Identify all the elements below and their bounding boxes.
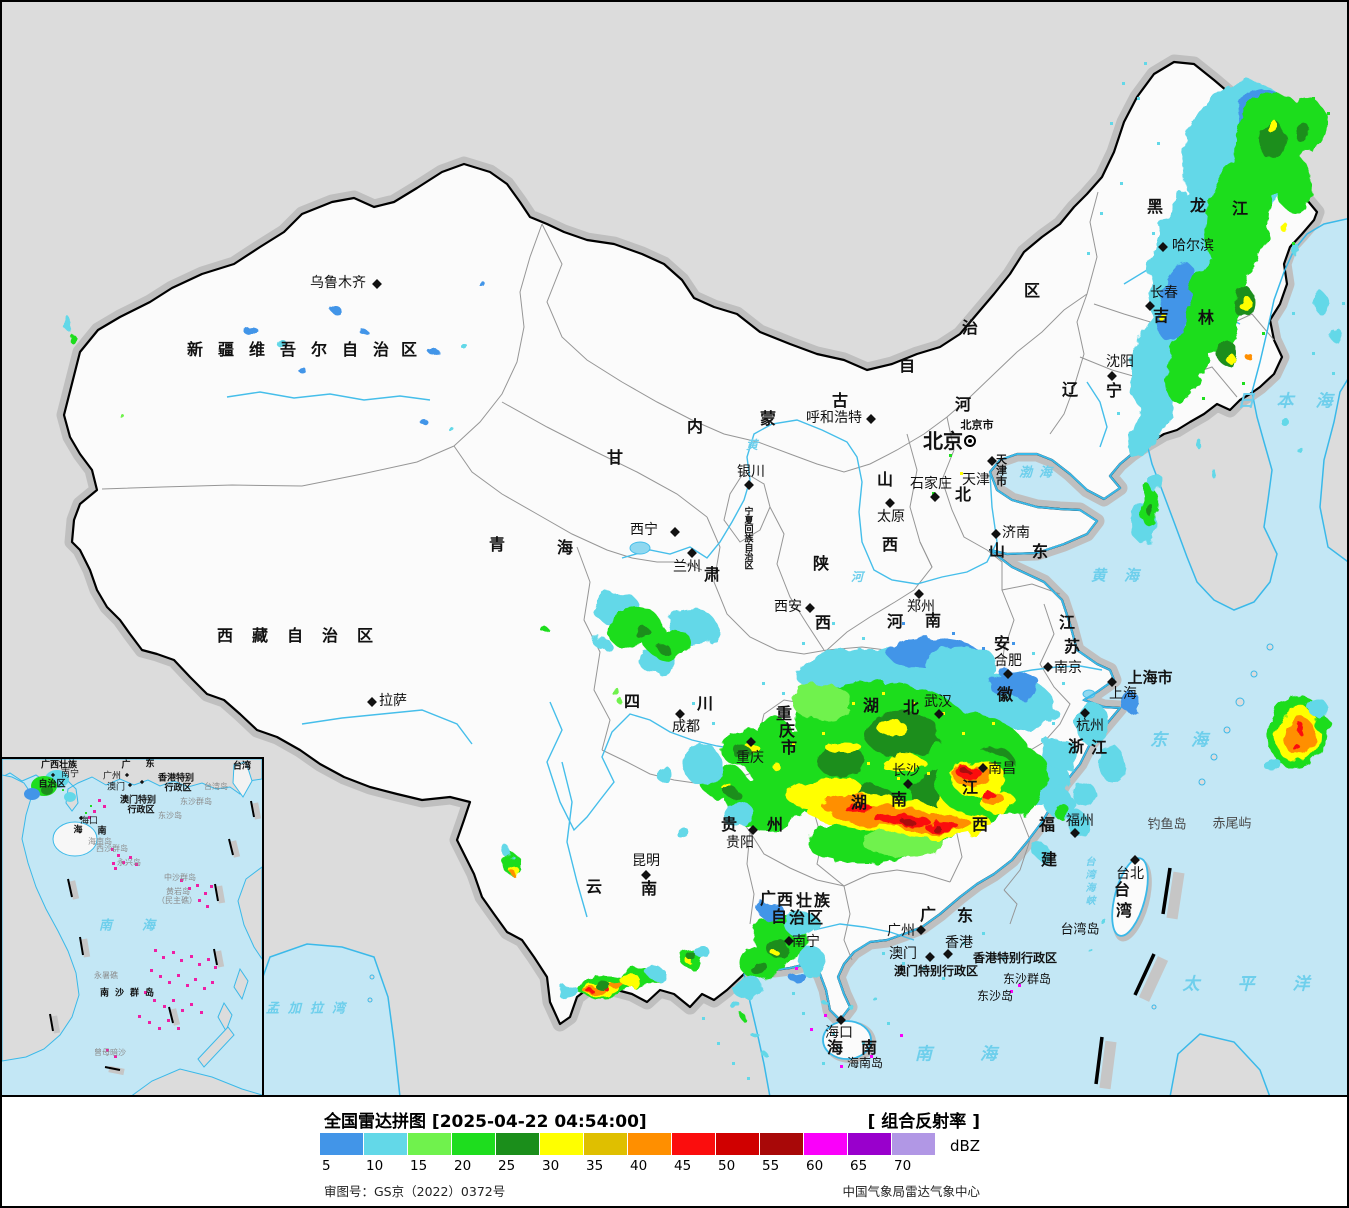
map-title: 全国雷达拼图 [2025-04-22 04:54:00] bbox=[324, 1112, 647, 1132]
scale-value-20: 20 bbox=[454, 1158, 472, 1174]
product-name: [ 组合反射率 ] bbox=[867, 1112, 980, 1132]
scale-color-70 bbox=[892, 1133, 936, 1155]
taiwan-island bbox=[1111, 857, 1152, 942]
scale-color-40 bbox=[628, 1133, 672, 1155]
scale-value-5: 5 bbox=[322, 1158, 331, 1174]
scale-color-30 bbox=[540, 1133, 584, 1155]
inset-canvas bbox=[2, 759, 262, 1097]
scale-color-20 bbox=[452, 1133, 496, 1155]
scale-value-15: 15 bbox=[410, 1158, 428, 1174]
scale-value-45: 45 bbox=[674, 1158, 692, 1174]
ryukyu-islands bbox=[367, 643, 1274, 1010]
scale-color-25 bbox=[496, 1133, 540, 1155]
scale-color-45 bbox=[672, 1133, 716, 1155]
inset-palawan bbox=[197, 1026, 235, 1068]
nine-dash-line bbox=[1094, 867, 1185, 1090]
scale-value-65: 65 bbox=[850, 1158, 868, 1174]
scale-color-10 bbox=[364, 1133, 408, 1155]
qinghai-lake bbox=[629, 541, 651, 555]
korea-coastline bbox=[1146, 218, 1347, 611]
scale-value-25: 25 bbox=[498, 1158, 516, 1174]
scale-value-60: 60 bbox=[806, 1158, 824, 1174]
inset-nine-dash-line bbox=[49, 800, 262, 1076]
dbz-scale-values: 5 10 15 20 25 30 35 40 45 50 55 60 65 70 bbox=[320, 1158, 936, 1174]
china-coastline bbox=[743, 443, 1148, 1022]
scale-value-50: 50 bbox=[718, 1158, 736, 1174]
scale-value-70: 70 bbox=[894, 1158, 912, 1174]
radar-speckle-layer bbox=[692, 62, 1345, 1080]
scale-color-5 bbox=[320, 1133, 364, 1155]
scale-value-35: 35 bbox=[586, 1158, 604, 1174]
scale-value-40: 40 bbox=[630, 1158, 648, 1174]
scale-color-55 bbox=[760, 1133, 804, 1155]
luzon-island bbox=[1169, 1033, 1271, 1097]
japan-island bbox=[1319, 379, 1347, 562]
radar-echo-layer bbox=[64, 81, 1340, 1057]
scale-value-55: 55 bbox=[762, 1158, 780, 1174]
inset-borneo bbox=[129, 1068, 262, 1097]
scale-color-65 bbox=[848, 1133, 892, 1155]
scale-color-35 bbox=[584, 1133, 628, 1155]
inset-hainan bbox=[52, 821, 98, 857]
inset-island-markers bbox=[62, 789, 217, 1058]
map-legend-divider bbox=[2, 1095, 1347, 1097]
scale-value-30: 30 bbox=[542, 1158, 560, 1174]
hainan-island bbox=[822, 1020, 876, 1063]
dbz-unit-label: dBZ bbox=[950, 1137, 981, 1155]
agency-credit: 中国气象局雷达气象中心 bbox=[842, 1184, 980, 1199]
legend-panel: 全国雷达拼图 [2025-04-22 04:54:00] [ 组合反射率 ] d… bbox=[2, 1097, 1347, 1206]
scale-color-60 bbox=[804, 1133, 848, 1155]
scale-color-15 bbox=[408, 1133, 452, 1155]
south-china-sea-inset: 广西壮族 自治区 南宁广东广州 澳门 香港特别 行政区 澳门特别 行政区 台湾 台湾岛 东沙群岛 东沙… bbox=[2, 757, 264, 1097]
dbz-color-scale bbox=[320, 1133, 936, 1155]
map-license-number: 审图号：GS京（2022）0372号 bbox=[324, 1184, 506, 1199]
scale-color-50 bbox=[716, 1133, 760, 1155]
inset-luzon bbox=[237, 866, 262, 960]
scale-value-10: 10 bbox=[366, 1158, 384, 1174]
inset-taiwan bbox=[232, 761, 253, 798]
